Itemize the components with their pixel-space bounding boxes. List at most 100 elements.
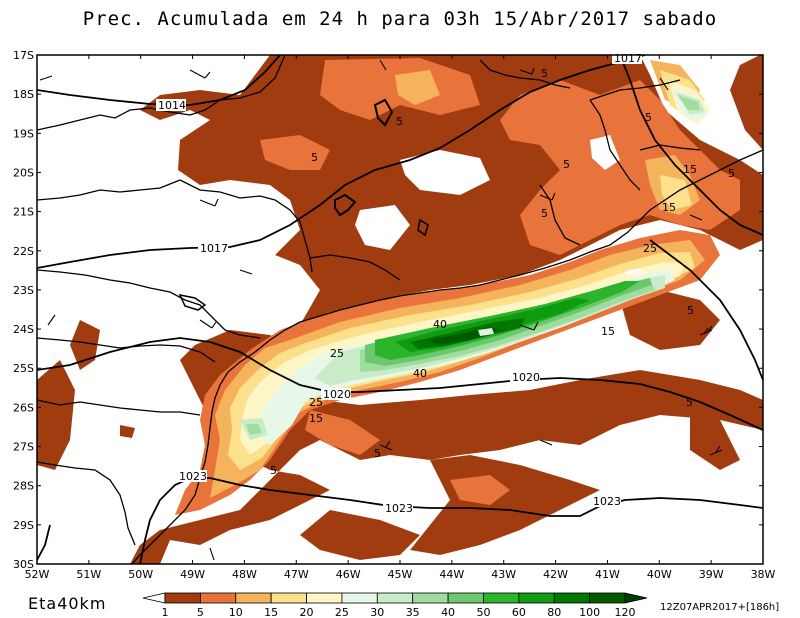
wind-barb-4 bbox=[199, 319, 217, 329]
isobar-labels: 1014 1017 1017 1020 1020 1023 1023 1023 bbox=[156, 52, 642, 515]
lon-tick-label: 47W bbox=[284, 568, 309, 581]
precip-area-west bbox=[37, 360, 75, 470]
lat-tick-label: 22S bbox=[13, 245, 34, 258]
precip-label: 5 bbox=[563, 158, 570, 171]
isobar-label: 1017 bbox=[200, 242, 228, 255]
isobar-1020 bbox=[37, 337, 763, 431]
colorbar-swatch bbox=[235, 592, 272, 604]
precip-label: 40 bbox=[433, 318, 447, 331]
wind-barb-10 bbox=[689, 214, 703, 221]
precip-gap-2 bbox=[355, 205, 410, 250]
lat-tick-label: 30S bbox=[13, 558, 34, 571]
state-border-3 bbox=[309, 254, 401, 281]
wind-barb-8 bbox=[539, 192, 556, 201]
state-border-7 bbox=[37, 461, 136, 546]
latitude-axis: 17S 18S 19S 20S 21S 22S 23S 24S 25S 26S 27S 28S 29S 3… bbox=[13, 49, 763, 571]
isobar-1023-b bbox=[209, 477, 763, 517]
model-label: Eta40km bbox=[28, 594, 107, 613]
precip-label: 25 bbox=[643, 242, 657, 255]
longitude-axis: 52W 51W 50W 49W 48W 47W 46W 45W 44W 43W 42W 41W 40W 3… bbox=[25, 55, 776, 581]
colorbar-label: 5 bbox=[197, 606, 204, 618]
precip-hole-e bbox=[625, 268, 642, 276]
lat-tick-label: 21S bbox=[13, 206, 34, 219]
colorbar-legend: 1 5 10 15 20 25 30 35 40 50 60 80 100 120 bbox=[142, 592, 648, 618]
isobar-label: 1020 bbox=[323, 388, 351, 401]
precip-area-orange-se bbox=[450, 475, 510, 505]
precip-area-west2 bbox=[70, 320, 100, 370]
precip-area-yellow-1 bbox=[395, 70, 440, 105]
state-border-12 bbox=[37, 179, 181, 201]
lat-tick-label: 28S bbox=[13, 480, 34, 493]
precip-label: 5 bbox=[728, 167, 735, 180]
lon-tick-label: 49W bbox=[180, 568, 205, 581]
precip-area-orange-nw bbox=[260, 135, 330, 170]
lon-tick-label: 51W bbox=[76, 568, 101, 581]
lon-tick-label: 39W bbox=[699, 568, 724, 581]
lon-tick-label: 42W bbox=[543, 568, 568, 581]
precip-label: 25 bbox=[330, 347, 344, 360]
reservoir-3 bbox=[178, 293, 207, 311]
colorbar-swatch bbox=[341, 592, 378, 604]
isobar-1020-b bbox=[37, 524, 51, 561]
reservoir-2 bbox=[373, 98, 394, 127]
state-border-2 bbox=[179, 179, 313, 273]
colorbar-label: 20 bbox=[300, 606, 314, 618]
wind-barb-2 bbox=[199, 198, 219, 207]
precip-label: 5 bbox=[541, 67, 548, 80]
precip-label: 5 bbox=[311, 151, 318, 164]
lat-tick-label: 25S bbox=[13, 362, 34, 375]
colorbar-swatch bbox=[270, 592, 307, 604]
precip-label: 5 bbox=[374, 447, 381, 460]
colorbar-swatch bbox=[376, 592, 414, 604]
state-border-4 bbox=[37, 269, 261, 339]
run-label: 12Z07APR2017+[186h] bbox=[660, 602, 780, 613]
map-title: Prec. Acumulada em 24 h para 03h 15/Abr/… bbox=[82, 8, 718, 30]
lon-tick-label: 41W bbox=[595, 568, 620, 581]
state-border-13 bbox=[639, 144, 701, 151]
colorbar-label: 35 bbox=[406, 606, 420, 618]
wind-barb-11 bbox=[699, 325, 713, 336]
precip-area-se2 bbox=[620, 290, 720, 350]
precip-label: 5 bbox=[396, 115, 403, 128]
colorbar-swatch bbox=[518, 592, 555, 604]
isobars bbox=[37, 55, 763, 564]
precip-area-g3-w bbox=[246, 424, 262, 435]
colorbar-label: 1 bbox=[162, 606, 169, 618]
lat-tick-label: 24S bbox=[13, 323, 34, 336]
isobar-label: 1020 bbox=[512, 371, 540, 384]
coastline-borders bbox=[37, 55, 763, 564]
colorbar-arrow-high bbox=[624, 592, 648, 604]
lon-tick-label: 38W bbox=[751, 568, 776, 581]
precip-label: 25 bbox=[309, 396, 323, 409]
precipitation-fields bbox=[37, 55, 763, 564]
lat-tick-label: 23S bbox=[13, 284, 34, 297]
colorbar-swatch bbox=[199, 592, 237, 604]
isobar-label: 1014 bbox=[158, 99, 186, 112]
colorbar-label: 60 bbox=[512, 606, 526, 618]
wind-barb-15 bbox=[659, 77, 669, 91]
precip-label: 15 bbox=[683, 163, 697, 176]
lat-tick-label: 27S bbox=[13, 441, 34, 454]
lon-tick-label: 45W bbox=[388, 568, 413, 581]
colorbar-label: 25 bbox=[335, 606, 349, 618]
wind-barb-5 bbox=[47, 314, 56, 326]
precip-label: 15 bbox=[601, 325, 615, 338]
wind-barb-7 bbox=[379, 59, 387, 71]
precip-label: 40 bbox=[413, 367, 427, 380]
lon-tick-label: 52W bbox=[25, 568, 50, 581]
wind-barb-12 bbox=[379, 440, 393, 451]
isobar-1017-east bbox=[619, 55, 763, 236]
wind-barb-17 bbox=[39, 75, 53, 81]
reservoir-1 bbox=[334, 193, 357, 217]
colorbar-arrow-low bbox=[142, 592, 166, 604]
colorbar-label: 30 bbox=[370, 606, 384, 618]
isobar-1020-east bbox=[649, 239, 763, 381]
precip-label: 15 bbox=[309, 412, 323, 425]
isobar-1014 bbox=[37, 55, 281, 106]
precip-area-bottom bbox=[300, 510, 420, 560]
wind-barb-3 bbox=[239, 269, 253, 275]
precip-gap-1 bbox=[400, 150, 490, 195]
state-border-1 bbox=[37, 55, 286, 131]
isobar-label: 1017 bbox=[614, 52, 642, 65]
precip-area-small bbox=[120, 425, 135, 438]
